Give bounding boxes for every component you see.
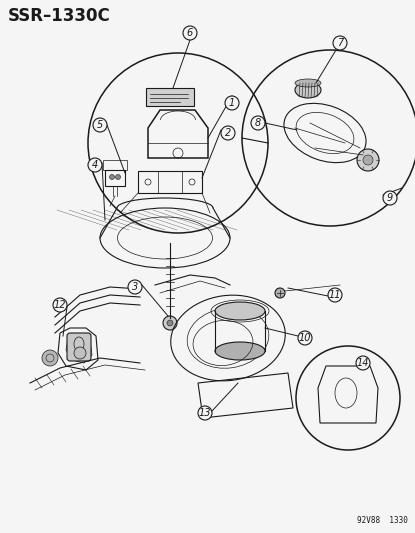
- Circle shape: [163, 316, 177, 330]
- Circle shape: [251, 116, 265, 130]
- Text: 7: 7: [337, 38, 343, 48]
- Circle shape: [333, 36, 347, 50]
- Circle shape: [183, 26, 197, 40]
- Circle shape: [328, 288, 342, 302]
- Circle shape: [356, 356, 370, 370]
- Circle shape: [115, 174, 120, 180]
- Text: 6: 6: [187, 28, 193, 38]
- Text: 11: 11: [329, 290, 341, 300]
- Circle shape: [53, 298, 67, 312]
- Circle shape: [225, 96, 239, 110]
- Text: 92V88  1330: 92V88 1330: [357, 516, 408, 525]
- Circle shape: [275, 288, 285, 298]
- Circle shape: [383, 191, 397, 205]
- Text: 5: 5: [97, 120, 103, 130]
- Ellipse shape: [295, 79, 321, 87]
- Text: 2: 2: [225, 128, 231, 138]
- Text: 13: 13: [199, 408, 211, 418]
- Circle shape: [88, 158, 102, 172]
- Circle shape: [363, 155, 373, 165]
- FancyBboxPatch shape: [67, 333, 91, 361]
- Ellipse shape: [295, 82, 321, 98]
- Circle shape: [167, 320, 173, 326]
- Text: 9: 9: [387, 193, 393, 203]
- Circle shape: [42, 350, 58, 366]
- Text: 4: 4: [92, 160, 98, 170]
- Text: 14: 14: [357, 358, 369, 368]
- Text: 10: 10: [299, 333, 311, 343]
- Circle shape: [128, 280, 142, 294]
- Circle shape: [110, 174, 115, 180]
- Circle shape: [357, 149, 379, 171]
- Text: 12: 12: [54, 300, 66, 310]
- Text: 8: 8: [255, 118, 261, 128]
- Circle shape: [221, 126, 235, 140]
- Text: 3: 3: [132, 282, 138, 292]
- Circle shape: [298, 331, 312, 345]
- Circle shape: [74, 347, 86, 359]
- Ellipse shape: [215, 342, 265, 360]
- Circle shape: [198, 406, 212, 420]
- Text: 1: 1: [229, 98, 235, 108]
- FancyBboxPatch shape: [146, 88, 194, 106]
- Text: SSR–1330C: SSR–1330C: [8, 7, 111, 25]
- Circle shape: [93, 118, 107, 132]
- Ellipse shape: [215, 302, 265, 320]
